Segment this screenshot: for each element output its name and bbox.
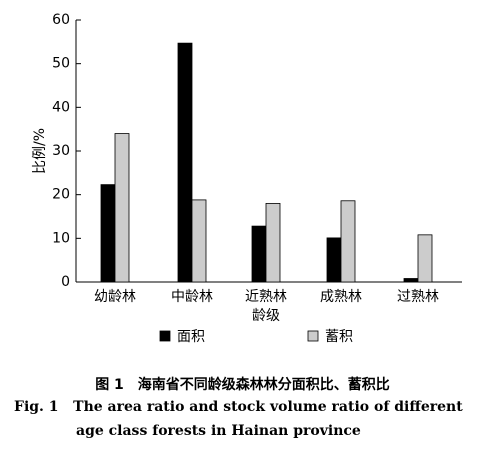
bar [403, 278, 419, 283]
bar [114, 133, 130, 283]
y-tick-label: 50 [52, 56, 70, 72]
caption-en: age class forests in Hainan province [76, 423, 361, 439]
bar [326, 237, 342, 283]
x-tick-label: 中龄林 [171, 289, 213, 305]
y-tick-label: 10 [52, 230, 70, 246]
bar [340, 200, 356, 283]
bar [251, 225, 267, 283]
y-tick-label: 30 [52, 143, 70, 159]
legend-swatch [307, 330, 319, 342]
x-tick-label: 成熟林 [320, 289, 362, 305]
legend-label: 面积 [177, 329, 205, 345]
caption-en: Fig. 1 The area ratio and stock volume r… [14, 399, 463, 415]
x-tick-label: 近熟林 [245, 289, 287, 305]
x-tick-label: 过熟林 [397, 289, 439, 305]
bar [265, 202, 281, 283]
y-axis-label: 比例/% [32, 128, 48, 174]
bar [191, 199, 207, 283]
x-axis-label: 龄级 [252, 308, 280, 324]
y-tick-label: 40 [52, 99, 70, 115]
y-tick-label: 0 [61, 274, 70, 290]
bar [417, 234, 433, 283]
legend-label: 蓄积 [325, 329, 353, 345]
bar [100, 184, 116, 283]
bar [177, 42, 193, 283]
x-tick-label: 幼龄林 [94, 289, 136, 305]
legend-swatch [159, 330, 171, 342]
caption-cn: 图 1 海南省不同龄级森林林分面积比、蓄积比 [95, 377, 390, 393]
y-tick-label: 60 [52, 12, 70, 28]
y-tick-label: 20 [52, 187, 70, 203]
